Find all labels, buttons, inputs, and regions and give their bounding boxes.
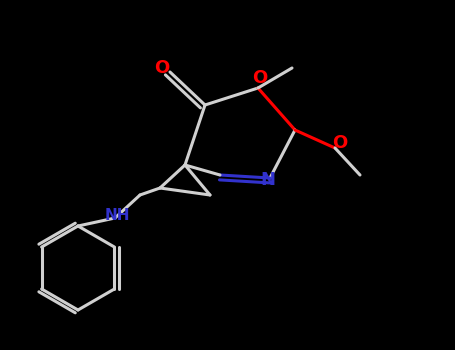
Text: NH: NH [104, 209, 130, 224]
Text: O: O [154, 59, 170, 77]
Text: N: N [261, 171, 275, 189]
Text: O: O [332, 134, 348, 152]
Text: O: O [253, 69, 268, 87]
